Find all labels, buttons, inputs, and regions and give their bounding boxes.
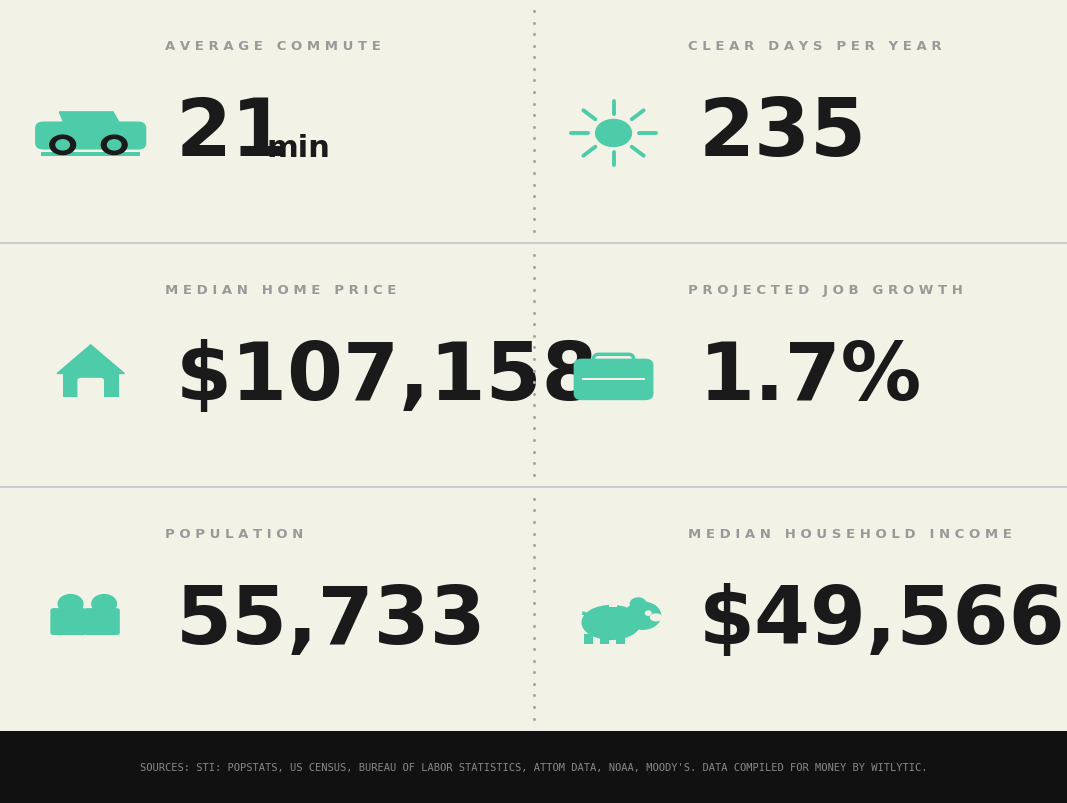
Circle shape (108, 141, 121, 151)
FancyBboxPatch shape (600, 634, 609, 645)
Text: P R O J E C T E D   J O B   G R O W T H: P R O J E C T E D J O B G R O W T H (688, 283, 964, 296)
Text: min: min (267, 134, 331, 163)
Circle shape (595, 120, 632, 147)
Polygon shape (60, 112, 122, 128)
FancyBboxPatch shape (50, 609, 86, 635)
FancyBboxPatch shape (78, 378, 103, 400)
Text: 21: 21 (176, 95, 288, 173)
Circle shape (59, 595, 83, 613)
FancyBboxPatch shape (585, 634, 593, 645)
Text: C L E A R   D A Y S   P E R   Y E A R: C L E A R D A Y S P E R Y E A R (688, 40, 942, 53)
FancyBboxPatch shape (609, 605, 617, 608)
Circle shape (55, 141, 69, 151)
Ellipse shape (583, 605, 640, 639)
Text: $107,158: $107,158 (176, 338, 599, 417)
Text: $49,566: $49,566 (699, 582, 1066, 660)
FancyBboxPatch shape (583, 379, 644, 381)
Circle shape (92, 595, 116, 613)
Circle shape (631, 598, 646, 610)
Text: P O P U L A T I O N: P O P U L A T I O N (165, 527, 304, 540)
FancyBboxPatch shape (616, 634, 624, 645)
Text: M E D I A N   H O U S E H O L D   I N C O M E: M E D I A N H O U S E H O L D I N C O M … (688, 527, 1013, 540)
Circle shape (624, 602, 660, 630)
Circle shape (646, 611, 651, 616)
FancyBboxPatch shape (0, 731, 1067, 803)
Circle shape (50, 136, 76, 155)
FancyBboxPatch shape (35, 122, 146, 150)
FancyBboxPatch shape (574, 359, 653, 401)
Circle shape (101, 136, 127, 155)
Text: 1.7%: 1.7% (699, 338, 922, 417)
Ellipse shape (651, 614, 662, 621)
Text: 55,733: 55,733 (176, 582, 487, 660)
Text: A V E R A G E   C O M M U T E: A V E R A G E C O M M U T E (165, 40, 381, 53)
FancyBboxPatch shape (63, 373, 118, 397)
Polygon shape (58, 345, 124, 374)
Text: SOURCES: STI: POPSTATS, US CENSUS, BUREAU OF LABOR STATISTICS, ATTOM DATA, NOAA,: SOURCES: STI: POPSTATS, US CENSUS, BUREA… (140, 762, 927, 772)
Text: M E D I A N   H O M E   P R I C E: M E D I A N H O M E P R I C E (165, 283, 397, 296)
FancyBboxPatch shape (42, 153, 140, 157)
FancyBboxPatch shape (84, 609, 120, 635)
Text: 235: 235 (699, 95, 866, 173)
